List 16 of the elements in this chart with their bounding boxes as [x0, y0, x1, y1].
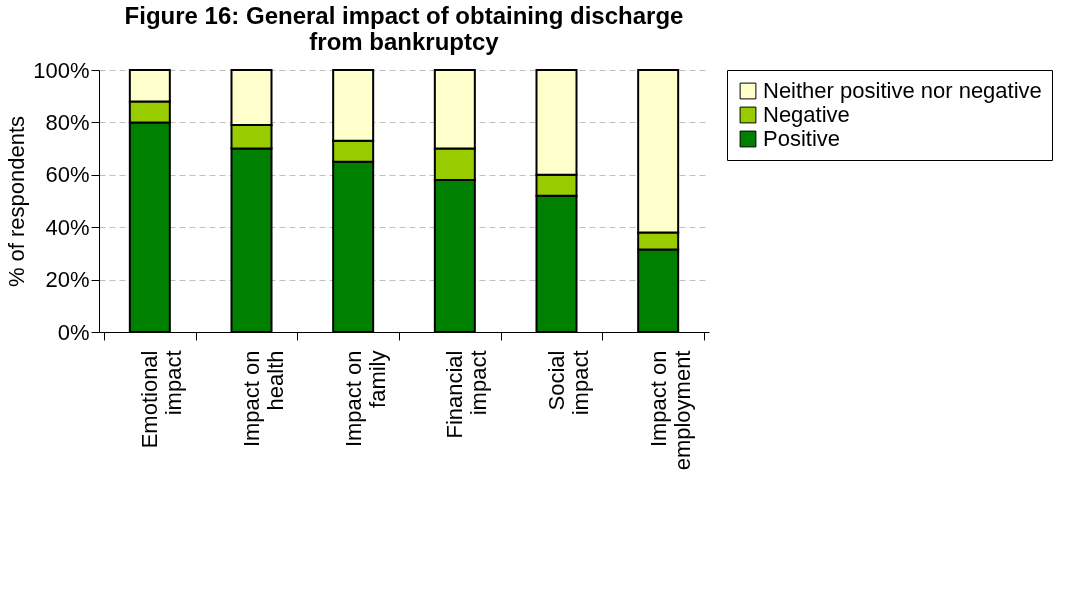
y-tick-label: 40% [45, 214, 90, 240]
x-tick-label: Impact on family [340, 350, 390, 448]
x-tick-label: Financial impact [442, 350, 492, 439]
y-axis-title: % of respondents [4, 115, 30, 288]
y-tick-label: 20% [45, 267, 90, 293]
y-tick-label: 80% [45, 109, 90, 135]
x-tick-label: Impact on health [239, 350, 288, 448]
x-tick-label: Social impact [544, 350, 593, 416]
legend-label: Negative [763, 102, 850, 127]
y-tick-label: 100% [33, 57, 90, 83]
y-tick-label: 60% [45, 162, 90, 188]
legend-label: Neither positive nor negative [763, 78, 1042, 103]
y-tick-label: 0% [57, 319, 90, 345]
legend-label: Positive [763, 126, 841, 151]
chart-title: Figure 16: General impact of obtaining discharge from bankruptcy [124, 2, 684, 55]
x-tick-label: Emotional impact [137, 350, 187, 449]
